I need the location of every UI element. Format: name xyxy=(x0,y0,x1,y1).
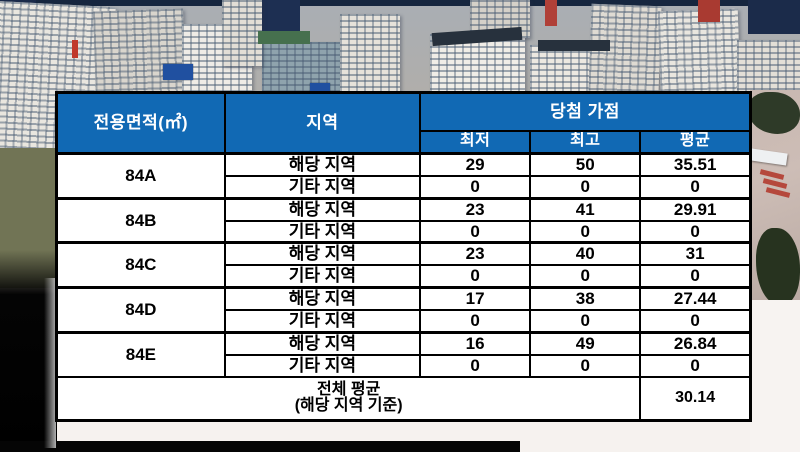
col-header-area: 전용면적(㎡) xyxy=(55,91,226,155)
solar-panel-roof xyxy=(163,64,193,80)
footer-avg-cell: 30.14 xyxy=(639,375,752,422)
max-cell: 0 xyxy=(529,309,642,334)
avg-cell: 0 xyxy=(639,354,752,378)
area-cell: 84A xyxy=(55,152,226,200)
region-cell: 해당 지역 xyxy=(223,286,422,311)
area-cell: 84B xyxy=(55,196,226,244)
solar-panel-roof xyxy=(310,83,330,93)
region-cell: 기타 지역 xyxy=(223,264,422,289)
max-cell: 0 xyxy=(529,220,642,244)
footer-label-cell: 전체 평균 (해당 지역 기준) xyxy=(55,375,642,422)
max-cell: 40 xyxy=(529,241,642,267)
avg-cell: 26.84 xyxy=(639,330,752,356)
avg-cell: 0 xyxy=(639,175,752,200)
avg-cell: 29.91 xyxy=(639,196,752,222)
green-roof xyxy=(258,31,310,44)
footer-label-line1: 전체 평균 xyxy=(316,380,381,398)
table-row: 기타 지역 0 0 0 xyxy=(57,220,752,244)
area-cell: 84D xyxy=(55,286,226,334)
avg-cell: 31 xyxy=(639,241,752,267)
photo-top-shadow xyxy=(0,0,800,6)
avg-cell: 27.44 xyxy=(639,286,752,311)
building-block xyxy=(222,0,262,66)
region-cell: 해당 지역 xyxy=(223,151,422,177)
red-building xyxy=(545,0,557,26)
trees xyxy=(756,228,800,306)
min-cell: 17 xyxy=(418,286,532,311)
trees xyxy=(748,92,800,134)
max-cell: 0 xyxy=(529,354,642,378)
red-building xyxy=(72,40,78,58)
area-cell: 84E xyxy=(55,330,226,378)
max-cell: 50 xyxy=(529,151,642,177)
region-cell: 해당 지역 xyxy=(223,196,422,222)
col-header-region: 지역 xyxy=(223,91,422,155)
min-cell: 29 xyxy=(418,151,532,177)
region-cell: 기타 지역 xyxy=(223,354,422,378)
rooftop-panel xyxy=(538,40,610,51)
table-row: 84B 해당 지역 23 41 29.91 xyxy=(55,196,752,244)
building-block xyxy=(262,42,342,94)
region-cell: 기타 지역 xyxy=(223,220,422,244)
max-cell: 41 xyxy=(529,196,642,222)
max-cell: 0 xyxy=(529,175,642,200)
table-edge-highlight xyxy=(44,278,56,448)
min-cell: 16 xyxy=(418,330,532,356)
col-header-score-group: 당첨 가점 xyxy=(419,91,752,132)
min-cell: 0 xyxy=(418,309,532,334)
area-cell: 84C xyxy=(55,241,226,289)
table-row: 기타 지역 0 0 0 xyxy=(57,309,752,334)
avg-cell: 0 xyxy=(639,220,752,244)
min-cell: 23 xyxy=(418,196,532,222)
table-row: 84E 해당 지역 16 49 26.84 xyxy=(55,330,752,378)
table-row: 기타 지역 0 0 0 xyxy=(57,354,752,378)
table-row: 기타 지역 0 0 0 xyxy=(57,175,752,200)
header-row-sub: 최저 최고 평균 xyxy=(57,129,752,155)
region-cell: 기타 지역 xyxy=(223,309,422,334)
table-row: 기타 지역 0 0 0 xyxy=(57,264,752,289)
table-row: 84A 해당 지역 29 50 35.51 xyxy=(55,151,752,200)
photo-shadow-patch xyxy=(748,0,800,34)
region-cell: 해당 지역 xyxy=(223,241,422,267)
min-cell: 0 xyxy=(418,220,532,244)
avg-cell: 0 xyxy=(639,309,752,334)
winning-score-table: 전용면적(㎡) 지역 당첨 가점 최저 최고 평균 84A 해당 지역 29 5… xyxy=(55,91,752,423)
max-cell: 38 xyxy=(529,286,642,311)
table-row: 84C 해당 지역 23 40 31 xyxy=(55,241,752,289)
min-cell: 0 xyxy=(418,264,532,289)
footer-row: 전체 평균 (해당 지역 기준) 30.14 xyxy=(55,375,752,422)
footer-label-line2: (해당 지역 기준) xyxy=(294,397,403,415)
region-cell: 기타 지역 xyxy=(223,175,422,200)
min-cell: 0 xyxy=(418,175,532,200)
table-row: 84D 해당 지역 17 38 27.44 xyxy=(55,286,752,334)
bottom-dark-strip xyxy=(0,441,520,452)
region-cell: 해당 지역 xyxy=(223,330,422,356)
avg-cell: 0 xyxy=(639,264,752,289)
min-cell: 0 xyxy=(418,354,532,378)
max-cell: 0 xyxy=(529,264,642,289)
col-header-max: 최고 xyxy=(529,129,642,155)
header-row-main: 전용면적(㎡) 지역 당첨 가점 xyxy=(55,91,752,155)
red-building xyxy=(698,0,720,22)
min-cell: 23 xyxy=(418,241,532,267)
col-header-avg: 평균 xyxy=(639,129,752,155)
max-cell: 49 xyxy=(529,330,642,356)
col-header-min: 최저 xyxy=(418,129,532,155)
background-white-area xyxy=(750,300,800,452)
avg-cell: 35.51 xyxy=(639,151,752,177)
